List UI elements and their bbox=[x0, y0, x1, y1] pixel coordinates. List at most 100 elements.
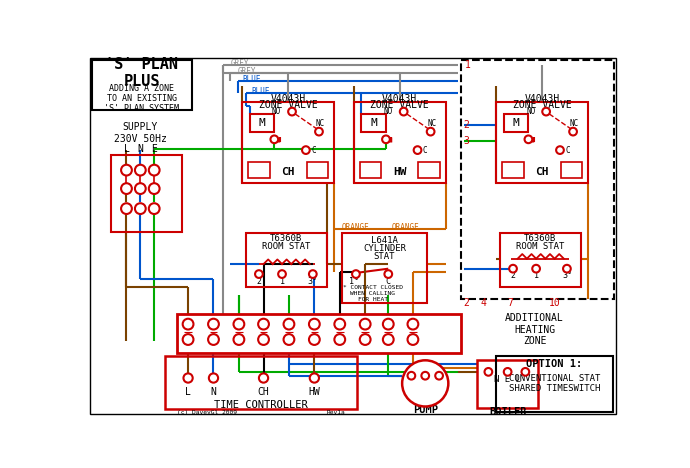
Text: NC: NC bbox=[316, 119, 325, 128]
Bar bbox=[250, 114, 275, 132]
Bar bbox=[496, 102, 589, 183]
Bar bbox=[353, 102, 446, 183]
Text: C: C bbox=[386, 277, 391, 285]
Text: * CONTACT CLOSED
WHEN CALLING
FOR HEAT: * CONTACT CLOSED WHEN CALLING FOR HEAT bbox=[343, 285, 403, 301]
Circle shape bbox=[563, 265, 571, 272]
Text: 8: 8 bbox=[363, 320, 368, 329]
Bar bbox=[359, 162, 382, 178]
Circle shape bbox=[400, 108, 408, 116]
Text: 1: 1 bbox=[279, 277, 284, 285]
Bar bbox=[561, 162, 582, 178]
Text: OPTION 1:: OPTION 1: bbox=[526, 359, 583, 369]
Circle shape bbox=[427, 128, 435, 135]
Text: L: L bbox=[124, 144, 130, 154]
Text: N E L: N E L bbox=[494, 375, 521, 384]
Bar bbox=[502, 162, 524, 178]
Text: NO: NO bbox=[272, 107, 282, 116]
Text: ORANGE: ORANGE bbox=[342, 223, 370, 232]
Circle shape bbox=[509, 265, 517, 272]
Circle shape bbox=[284, 334, 295, 345]
Circle shape bbox=[270, 135, 278, 143]
Circle shape bbox=[359, 319, 371, 329]
Text: ZONE VALVE: ZONE VALVE bbox=[259, 101, 317, 110]
Circle shape bbox=[524, 135, 532, 143]
Circle shape bbox=[422, 372, 429, 380]
Text: C: C bbox=[565, 146, 570, 154]
Circle shape bbox=[209, 373, 218, 383]
Circle shape bbox=[208, 319, 219, 329]
Bar bbox=[92, 60, 192, 110]
Circle shape bbox=[408, 334, 418, 345]
Circle shape bbox=[278, 270, 286, 278]
Text: L641A: L641A bbox=[371, 236, 398, 245]
Circle shape bbox=[183, 334, 193, 345]
Text: N: N bbox=[210, 387, 217, 397]
Text: V4043H: V4043H bbox=[524, 94, 560, 104]
Text: M: M bbox=[371, 118, 377, 128]
Circle shape bbox=[208, 334, 219, 345]
Circle shape bbox=[284, 319, 295, 329]
Bar bbox=[306, 162, 328, 178]
Bar bbox=[246, 233, 326, 287]
Text: GREY: GREY bbox=[230, 59, 249, 68]
Circle shape bbox=[259, 373, 268, 383]
Circle shape bbox=[149, 183, 159, 194]
Circle shape bbox=[414, 146, 422, 154]
Circle shape bbox=[149, 165, 159, 176]
Circle shape bbox=[302, 146, 310, 154]
Text: SUPPLY
230V 50Hz: SUPPLY 230V 50Hz bbox=[114, 122, 167, 144]
Circle shape bbox=[309, 334, 319, 345]
Circle shape bbox=[121, 165, 132, 176]
Text: 2: 2 bbox=[511, 271, 515, 280]
Text: 4: 4 bbox=[481, 298, 486, 307]
Text: C: C bbox=[423, 146, 428, 154]
Text: (c) DaveyGl 2009: (c) DaveyGl 2009 bbox=[177, 410, 237, 415]
Text: HW: HW bbox=[393, 167, 406, 176]
Bar bbox=[500, 233, 581, 287]
Text: 3°: 3° bbox=[562, 271, 572, 280]
Circle shape bbox=[121, 203, 132, 214]
Text: ADDING A ZONE
TO AN EXISTING
'S' PLAN SYSTEM: ADDING A ZONE TO AN EXISTING 'S' PLAN SY… bbox=[104, 84, 179, 113]
Text: 2: 2 bbox=[464, 120, 470, 131]
Text: CH: CH bbox=[282, 167, 295, 176]
Circle shape bbox=[352, 270, 359, 278]
Circle shape bbox=[183, 319, 193, 329]
Circle shape bbox=[383, 319, 394, 329]
Text: ROOM STAT: ROOM STAT bbox=[262, 242, 310, 251]
Text: 5: 5 bbox=[286, 320, 291, 329]
Circle shape bbox=[383, 334, 394, 345]
Circle shape bbox=[569, 128, 577, 135]
Text: BLUE: BLUE bbox=[251, 87, 270, 96]
Circle shape bbox=[384, 270, 392, 278]
Text: 7: 7 bbox=[337, 320, 342, 329]
Text: NC: NC bbox=[428, 119, 437, 128]
Text: E: E bbox=[151, 144, 157, 154]
Text: 4: 4 bbox=[262, 320, 266, 329]
Circle shape bbox=[310, 373, 319, 383]
Text: Rev1a: Rev1a bbox=[326, 410, 346, 415]
Text: 9: 9 bbox=[386, 320, 391, 329]
Circle shape bbox=[135, 165, 146, 176]
Bar bbox=[504, 114, 529, 132]
Bar bbox=[177, 314, 462, 352]
Circle shape bbox=[258, 334, 269, 345]
Text: 1°: 1° bbox=[349, 277, 359, 285]
Text: NC: NC bbox=[570, 119, 579, 128]
Bar bbox=[418, 162, 440, 178]
Text: 2: 2 bbox=[257, 277, 262, 285]
Circle shape bbox=[309, 319, 319, 329]
Text: 3: 3 bbox=[237, 320, 241, 329]
Text: 7: 7 bbox=[508, 298, 513, 307]
Bar bbox=[362, 114, 386, 132]
Text: ZONE VALVE: ZONE VALVE bbox=[371, 101, 429, 110]
Circle shape bbox=[255, 270, 263, 278]
Text: ROOM STAT: ROOM STAT bbox=[516, 242, 564, 251]
Circle shape bbox=[135, 183, 146, 194]
Text: T6360B: T6360B bbox=[524, 234, 556, 243]
Circle shape bbox=[532, 265, 540, 272]
Bar bbox=[342, 233, 427, 302]
Circle shape bbox=[233, 319, 244, 329]
Text: HW: HW bbox=[308, 387, 320, 397]
Text: NO: NO bbox=[384, 107, 393, 116]
Text: ORANGE: ORANGE bbox=[392, 223, 420, 232]
